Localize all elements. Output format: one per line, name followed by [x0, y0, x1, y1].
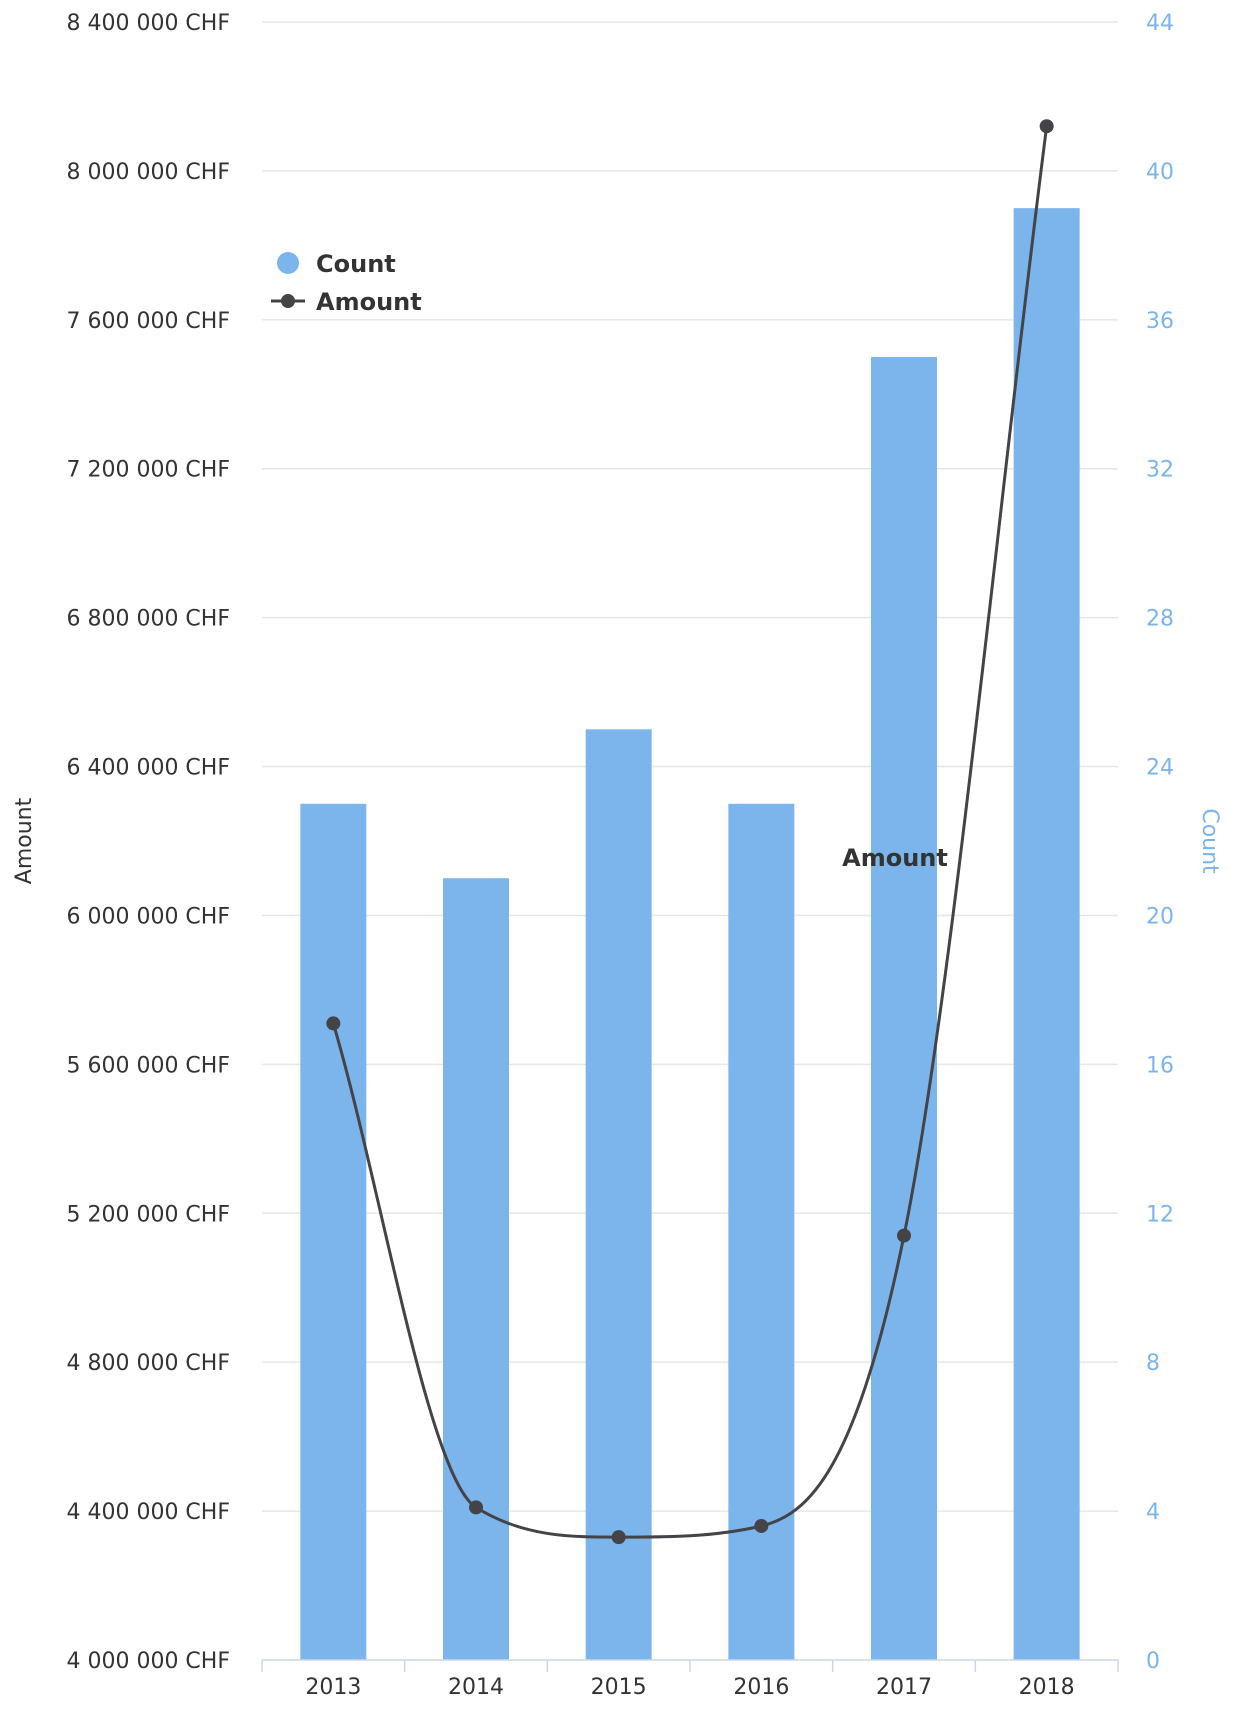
- right-axis-tick-label: 4: [1146, 1500, 1160, 1525]
- amount-point[interactable]: [897, 1228, 911, 1243]
- right-axis-tick-label: 36: [1146, 309, 1174, 334]
- axes: 4 000 000 CHF 0 4 400 000 CHF 4 4 800 000 CH…: [12, 11, 1222, 1700]
- right-axis-tick-label: 12: [1146, 1202, 1174, 1227]
- amount-point[interactable]: [754, 1518, 769, 1533]
- right-axis-title: Count: [1197, 808, 1222, 874]
- left-axis-tick-label: 7 200 000 CHF: [66, 458, 230, 483]
- left-axis-tick-label: 5 200 000 CHF: [66, 1202, 230, 1227]
- right-axis-tick-label: 32: [1146, 458, 1174, 483]
- legend-label: Amount: [316, 288, 422, 316]
- left-axis-tick-label: 6 000 000 CHF: [66, 904, 230, 929]
- amount-point[interactable]: [611, 1530, 626, 1545]
- grid-lines: [262, 21, 1118, 1512]
- x-axis-tick-label: 2017: [876, 1675, 932, 1700]
- right-axis-tick-label: 20: [1146, 904, 1174, 929]
- amount-point[interactable]: [1039, 119, 1054, 134]
- amount-line: [326, 119, 1054, 1545]
- left-axis-tick-label: 6 400 000 CHF: [66, 756, 230, 781]
- amount-point[interactable]: [469, 1500, 483, 1515]
- count-bar[interactable]: [300, 803, 367, 1660]
- left-axis-tick-label: 7 600 000 CHF: [66, 309, 230, 334]
- right-axis-tick-label: 16: [1146, 1053, 1174, 1078]
- x-axis-tick-label: 2016: [733, 1675, 789, 1700]
- legend[interactable]: Count Amount: [271, 250, 422, 316]
- right-axis-tick-label: 40: [1146, 160, 1174, 185]
- legend-item-amount[interactable]: Amount: [271, 288, 422, 316]
- x-axis-tick-label: 2018: [1019, 1675, 1075, 1700]
- legend-circle-icon: [277, 252, 299, 274]
- amount-point[interactable]: [326, 1016, 341, 1031]
- x-axis-tick-label: 2014: [448, 1675, 504, 1700]
- left-axis-tick-label: 8 000 000 CHF: [66, 160, 230, 185]
- left-axis-tick-label: 8 400 000 CHF: [66, 11, 230, 36]
- count-bar[interactable]: [585, 729, 652, 1660]
- left-axis-tick-label: 4 000 000 CHF: [66, 1649, 230, 1674]
- legend-label: Count: [316, 250, 396, 278]
- legend-marker-icon: [281, 294, 295, 308]
- right-axis-tick-label: 0: [1146, 1649, 1160, 1674]
- left-axis-tick-label: 4 800 000 CHF: [66, 1351, 230, 1376]
- x-axis-tick-label: 2015: [591, 1675, 647, 1700]
- count-bars: [300, 208, 1080, 1661]
- count-bar[interactable]: [1013, 208, 1080, 1661]
- right-axis-tick-label: 44: [1146, 11, 1174, 36]
- x-axis-tick-label: 2013: [305, 1675, 361, 1700]
- legend-item-count[interactable]: Count: [277, 250, 396, 278]
- left-axis-tick-label: 4 400 000 CHF: [66, 1500, 230, 1525]
- left-axis-tick-label: 6 800 000 CHF: [66, 607, 230, 632]
- count-bar[interactable]: [871, 357, 937, 1661]
- amount-line-path: [331, 126, 1049, 1539]
- right-axis-tick-label: 8: [1146, 1351, 1160, 1376]
- count-bar[interactable]: [443, 878, 509, 1660]
- left-axis-title: Amount: [12, 797, 37, 884]
- left-axis-tick-label: 5 600 000 CHF: [66, 1053, 230, 1078]
- amount-series-label: Amount: [842, 844, 948, 872]
- right-axis-tick-label: 28: [1146, 607, 1174, 632]
- right-axis-tick-label: 24: [1146, 756, 1174, 781]
